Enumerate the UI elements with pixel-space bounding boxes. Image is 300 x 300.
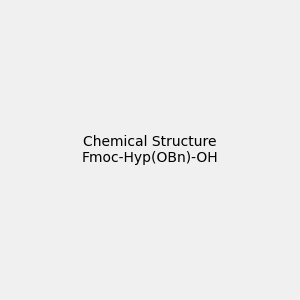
Text: Chemical Structure
Fmoc-Hyp(OBn)-OH: Chemical Structure Fmoc-Hyp(OBn)-OH [82,135,218,165]
